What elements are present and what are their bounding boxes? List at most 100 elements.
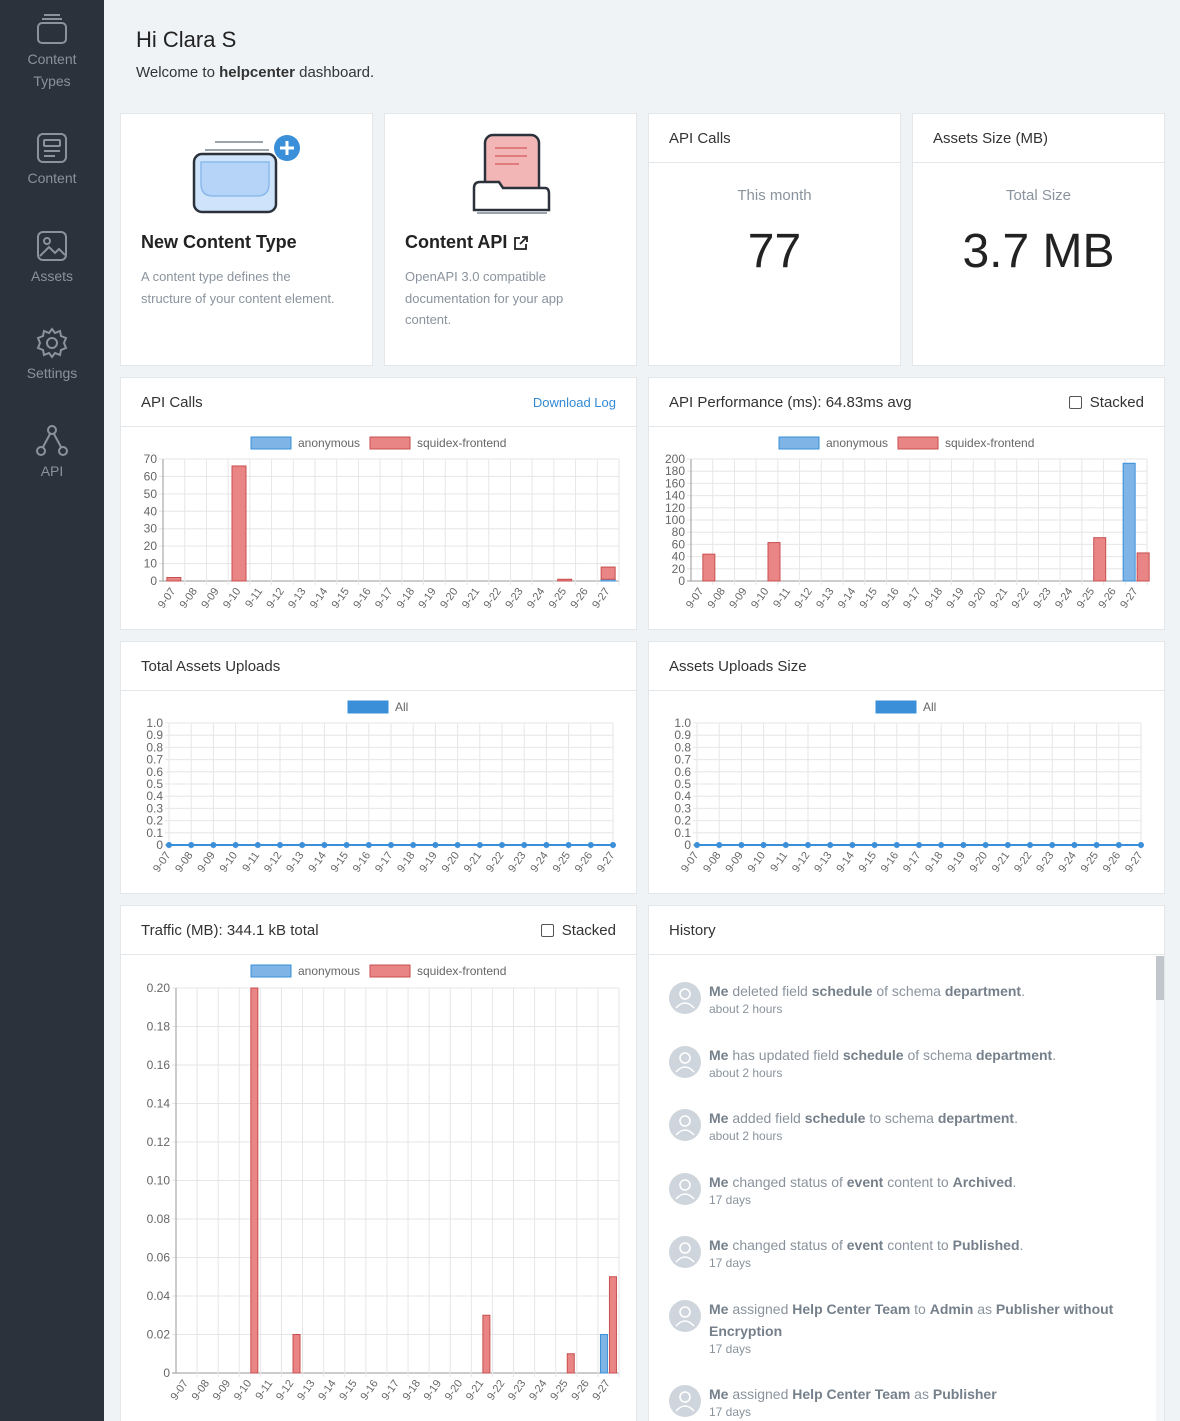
x-tick-label: 9-11 <box>771 586 793 610</box>
data-point <box>960 842 967 848</box>
x-tick-label: 9-11 <box>240 850 262 874</box>
data-point <box>232 842 239 848</box>
nav-api[interactable]: API <box>0 424 104 482</box>
x-tick-label: 9-11 <box>253 1378 275 1402</box>
history-text: Me deleted field schedule of schema depa… <box>709 980 1139 1002</box>
x-tick-label: 9-09 <box>211 1378 233 1403</box>
x-tick-label: 9-22 <box>482 586 504 611</box>
y-tick-label: 0.14 <box>147 1097 171 1111</box>
x-tick-label: 9-18 <box>401 1378 423 1403</box>
card-header: API Performance (ms): 64.83ms avg Stacke… <box>649 378 1164 427</box>
x-tick-label: 9-22 <box>1012 850 1034 875</box>
x-tick-label: 9-25 <box>547 586 569 611</box>
history-time: 17 days <box>709 1405 752 1419</box>
legend-label: squidex-frontend <box>417 436 506 450</box>
api-icon <box>36 425 68 456</box>
card-title: API Performance (ms): 64.83ms avg <box>669 393 912 411</box>
history-fragment: content to <box>883 1174 953 1190</box>
stacked-checkbox[interactable]: Stacked <box>1068 393 1144 411</box>
bar-squidex-frontend <box>1136 552 1150 582</box>
api-calls-chart-card: API Calls Download Log anonymous squidex-… <box>120 377 637 630</box>
x-tick-label: 9-22 <box>485 1378 507 1403</box>
history-fragment: . <box>1012 1174 1017 1190</box>
avatar <box>669 1046 701 1078</box>
x-tick-label: 9-23 <box>1031 586 1053 611</box>
nav-label: Content <box>27 51 77 67</box>
data-point <box>565 842 572 848</box>
welcome-text: Welcome to helpcenter dashboard. <box>136 64 374 81</box>
stacked-label: Stacked <box>1089 393 1144 411</box>
x-tick-label: 9-09 <box>199 586 221 611</box>
scrollbar-thumb[interactable] <box>1156 956 1164 1000</box>
data-point <box>1115 842 1122 848</box>
card-title: Assets Size (MB) <box>933 129 1049 147</box>
x-tick-label: 9-15 <box>330 586 352 611</box>
history-highlight: Archived <box>952 1174 1013 1190</box>
y-tick-label: 180 <box>665 464 685 478</box>
avatar <box>669 1173 701 1205</box>
content-api-card[interactable]: Content API OpenAPI 3.0 compatible docum… <box>384 113 637 366</box>
card-header: Total Assets Uploads <box>121 642 636 691</box>
data-point <box>1071 842 1078 848</box>
data-point <box>454 842 461 848</box>
x-tick-label: 9-07 <box>679 850 701 875</box>
history-fragment: assigned <box>728 1301 793 1317</box>
data-point <box>805 842 811 848</box>
card-header: API Calls <box>649 114 900 163</box>
history-highlight: department <box>944 983 1022 999</box>
x-tick-label: 9-18 <box>395 850 417 875</box>
x-tick-label: 9-27 <box>595 850 617 875</box>
data-point <box>694 842 700 848</box>
y-tick-label: 1.0 <box>674 716 691 730</box>
card-header: History <box>649 906 1164 955</box>
nav-label: Assets <box>30 268 73 284</box>
x-tick-label: 9-14 <box>308 586 330 611</box>
history-scrollbar[interactable] <box>1156 956 1164 1421</box>
avatar <box>669 1385 701 1417</box>
nav-assets[interactable]: Assets <box>0 229 104 287</box>
data-point <box>871 842 878 848</box>
new-content-type-description: A content type defines the structure of … <box>141 269 335 306</box>
checkbox-box[interactable] <box>540 923 554 937</box>
user-icon <box>675 988 695 1009</box>
x-tick-label: 9-07 <box>156 586 178 611</box>
x-tick-label: 9-27 <box>590 586 612 611</box>
x-tick-label: 9-25 <box>1075 586 1097 611</box>
y-tick-label: 0.2 <box>146 814 163 828</box>
x-tick-label: 9-22 <box>484 850 506 875</box>
y-tick-label: 50 <box>144 487 158 501</box>
data-point <box>1138 842 1144 848</box>
nav-content[interactable]: Content <box>0 131 104 189</box>
y-tick-label: 160 <box>665 476 685 490</box>
data-point <box>916 842 922 848</box>
y-tick-label: 70 <box>144 452 158 466</box>
card-title: API Calls <box>141 393 203 411</box>
x-tick-label: 9-17 <box>901 850 923 875</box>
x-tick-label: 9-16 <box>351 586 373 611</box>
avatar <box>669 1300 701 1332</box>
history-highlight: Me <box>709 1047 729 1063</box>
data-point <box>543 842 550 848</box>
new-content-type-card[interactable]: New Content Type A content type defines … <box>120 113 373 366</box>
history-text: Me assigned Help Center Team as Publishe… <box>709 1383 1139 1405</box>
y-tick-label: 0.3 <box>674 801 691 815</box>
history-list[interactable]: Me deleted field schedule of schema depa… <box>649 956 1163 1421</box>
nav-content-types[interactable]: Content Types <box>0 12 104 92</box>
x-tick-label: 9-27 <box>1118 586 1140 611</box>
data-point <box>521 842 528 848</box>
x-tick-label: 9-08 <box>173 850 195 875</box>
api-calls-stat-card: API Calls This month 77 <box>648 113 901 366</box>
x-tick-label: 9-10 <box>221 586 243 611</box>
checkbox-box[interactable] <box>1068 395 1082 409</box>
history-fragment: of schema <box>872 983 945 999</box>
user-icon <box>675 1115 695 1136</box>
history-fragment: . <box>1021 983 1025 999</box>
sidebar: Content Types Content Assets Settings AP… <box>0 0 104 1421</box>
bar-squidex-frontend <box>702 553 716 582</box>
app-name: helpcenter <box>219 64 295 81</box>
stacked-checkbox[interactable]: Stacked <box>540 922 616 939</box>
download-log-link[interactable]: Download Log <box>532 394 616 410</box>
data-point <box>610 842 616 848</box>
nav-settings[interactable]: Settings <box>0 326 104 384</box>
y-tick-label: 1.0 <box>146 716 163 730</box>
